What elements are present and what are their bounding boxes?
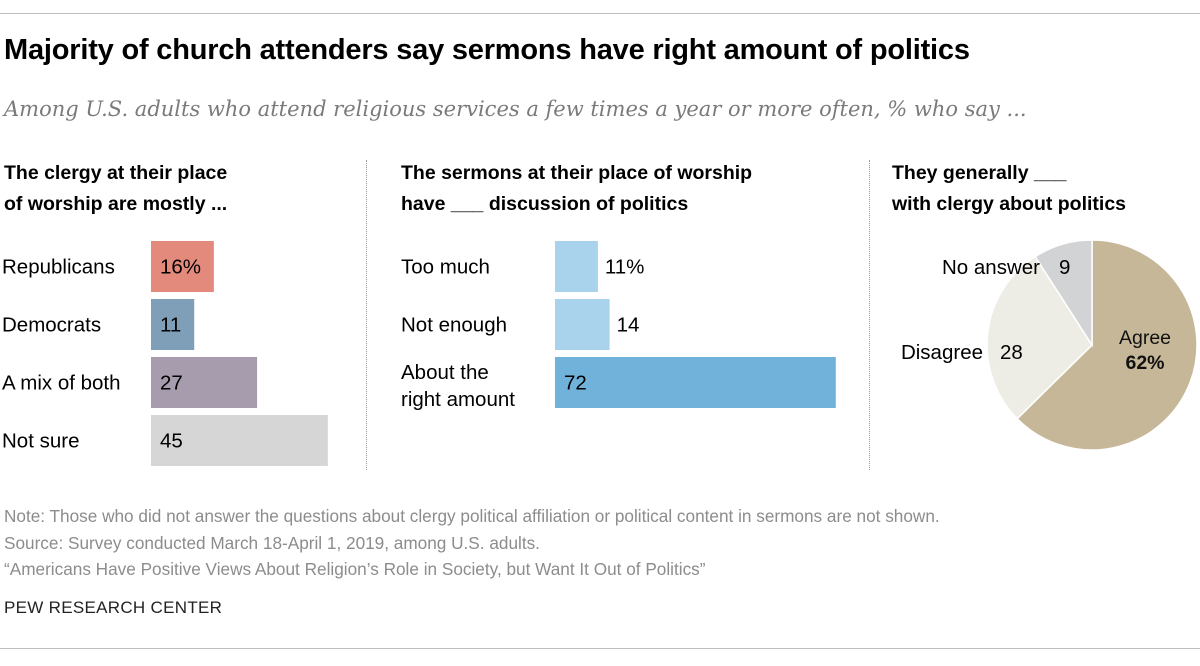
bar [151, 299, 195, 350]
value-label: 45 [160, 430, 183, 453]
source-line: Source: Survey conducted March 18-April … [4, 532, 540, 553]
slice-value-label: 28 [1000, 341, 1023, 364]
source-org: PEW RESEARCH CENTER [4, 598, 223, 617]
panel-heading-sermons: The sermons at their place of worship ha… [401, 158, 752, 220]
panel-heading-line: with clergy about politics [892, 193, 1127, 215]
panel-heading-line: have ___ discussion of politics [401, 193, 689, 215]
value-label: 11% [605, 256, 645, 279]
category-label: Republicans [2, 256, 115, 279]
bar [555, 357, 836, 408]
value-label: 14 [617, 314, 640, 337]
bar [151, 415, 328, 466]
slice-value-label: 9 [1059, 256, 1070, 279]
category-label: Too much [401, 256, 490, 279]
value-label: 11 [160, 314, 181, 337]
bar [555, 241, 598, 292]
slice-value-label: 62% [1125, 352, 1164, 374]
category-label: About the [401, 361, 489, 384]
panel-heading-clergy: The clergy at their place of worship are… [4, 158, 227, 220]
chart-subtitle: Among U.S. adults who attend religious s… [4, 97, 1027, 121]
value-label: 72 [564, 372, 587, 395]
pie-slice [1016, 239, 1198, 451]
category-label: Not enough [401, 314, 507, 337]
category-label: Not sure [2, 430, 79, 453]
value-label: 16% [160, 256, 201, 279]
bar [151, 241, 214, 292]
bottom-rule [0, 648, 1200, 649]
panel-heading-line: The clergy at their place [4, 162, 228, 184]
panel-heading-line: The sermons at their place of worship [401, 162, 753, 184]
note-line: Note: Those who did not answer the quest… [4, 506, 940, 526]
panel-heading-agreement: They generally ___ with clergy about pol… [892, 158, 1126, 220]
top-rule [0, 13, 1200, 14]
panel-heading-line: of worship are mostly ... [4, 193, 228, 215]
bar [151, 357, 258, 408]
slice-label: Disagree [901, 341, 983, 364]
category-label: Democrats [2, 314, 101, 337]
category-label: A mix of both [2, 372, 121, 395]
chart-title: Majority of church attenders say sermons… [4, 34, 970, 66]
slice-label: No answer [942, 256, 1040, 279]
slice-label: Agree [1119, 327, 1171, 349]
value-label: 27 [160, 372, 183, 395]
pie-slice [986, 255, 1093, 420]
report-title-line: “Americans Have Positive Views About Rel… [4, 559, 706, 579]
bar [555, 299, 610, 350]
pie-slice [1034, 239, 1093, 348]
panel-heading-line: They generally ___ [892, 162, 1067, 184]
panel-divider [366, 160, 367, 470]
panel-divider [869, 160, 870, 470]
category-label: right amount [401, 388, 515, 411]
notes-block: Note: Those who did not answer the quest… [4, 503, 940, 583]
